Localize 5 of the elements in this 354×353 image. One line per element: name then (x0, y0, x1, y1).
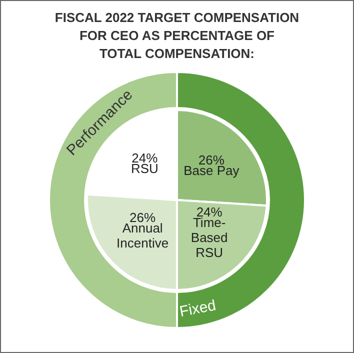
slice-label: Fixed (178, 297, 218, 321)
chart-title: FISCAL 2022 TARGET COMPENSATION FOR CEO AS PERCENTAGE OF TOTAL COMPENSATION: (54, 10, 300, 61)
slice-label: Base Pay (184, 163, 240, 178)
data-label: 26% (130, 210, 156, 225)
slice-label: RSU (130, 161, 158, 176)
